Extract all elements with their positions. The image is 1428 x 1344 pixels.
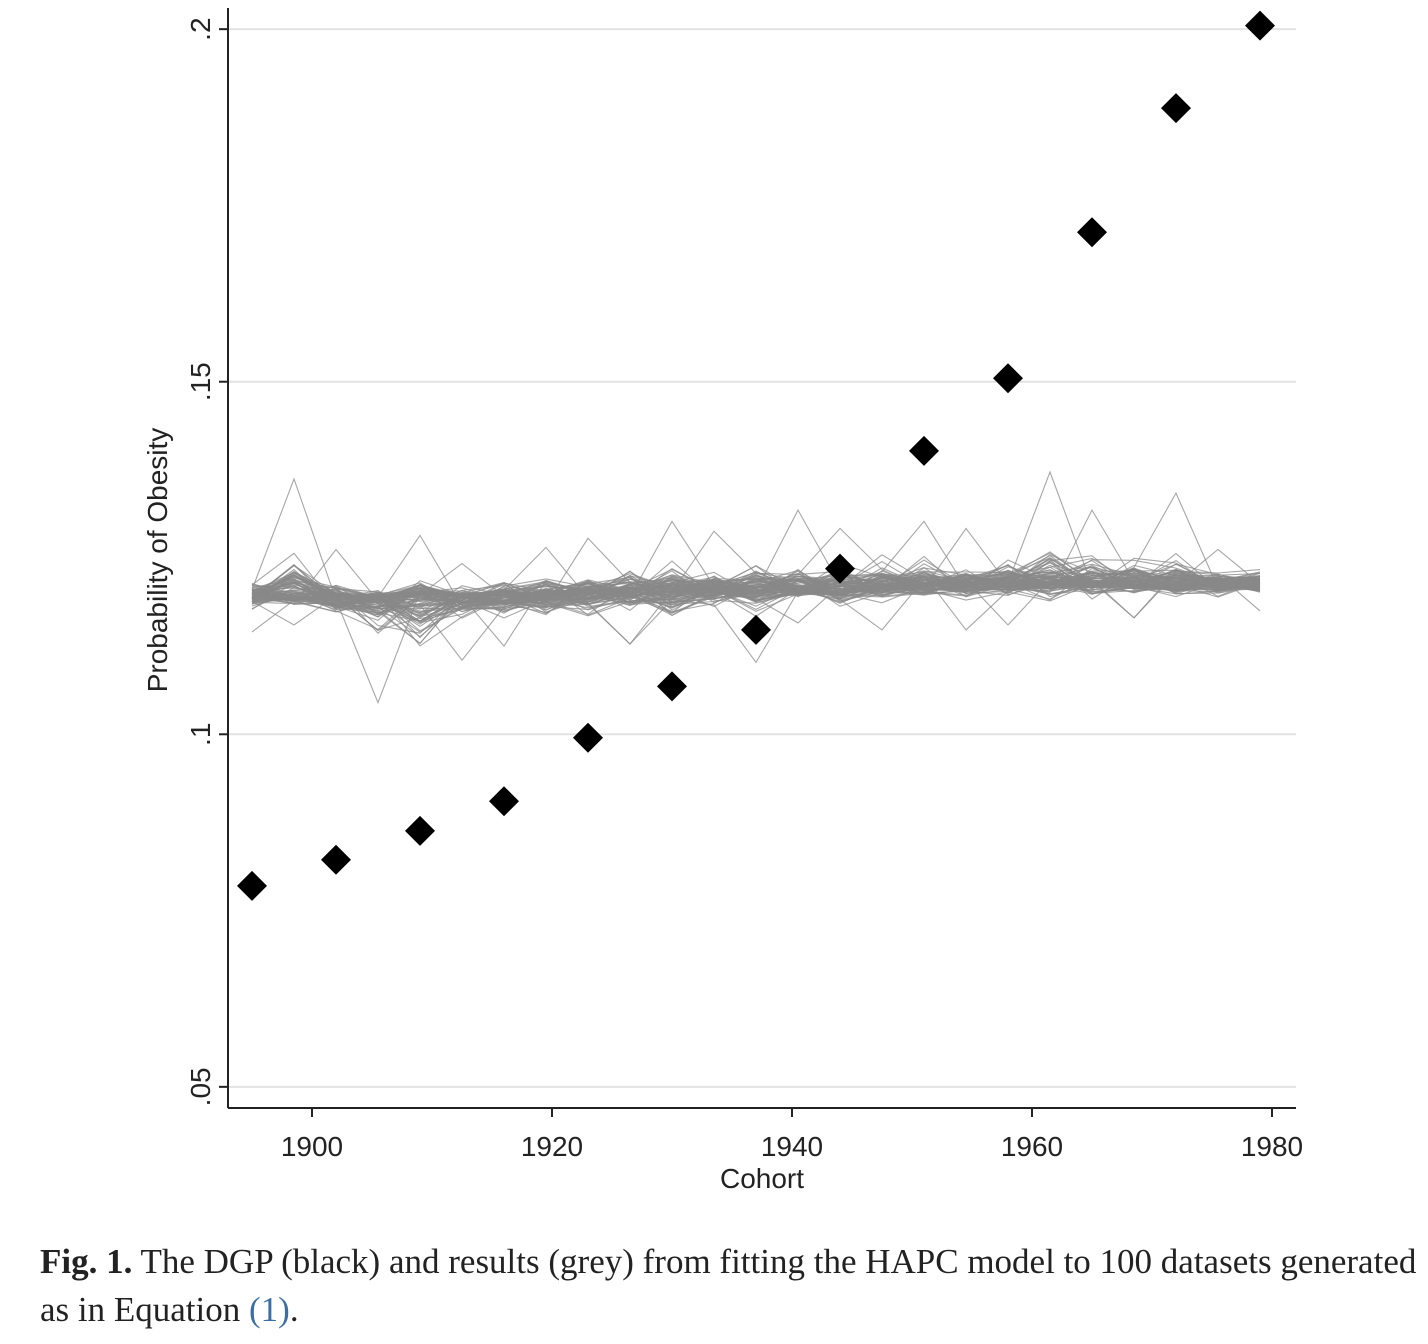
hapc-fit-line	[251, 559, 1261, 607]
y-tick-label: .1	[185, 723, 216, 746]
axes	[227, 8, 1296, 1109]
caption-text: The DGP (black) and results (grey) from …	[40, 1242, 1417, 1329]
dgp-diamond-point	[1077, 217, 1107, 248]
dgp-diamond-point	[321, 844, 351, 875]
x-tick-label: 1960	[1001, 1131, 1063, 1162]
hapc-fit-line	[251, 571, 1261, 638]
y-tick-label: .15	[185, 362, 216, 401]
y-tick-label: .05	[185, 1067, 216, 1106]
dgp-diamond-point	[1161, 93, 1191, 124]
dgp-diamond-point	[489, 786, 519, 817]
gridlines	[228, 28, 1296, 1088]
y-tick-label: .2	[185, 17, 216, 40]
x-axis-title: Cohort	[720, 1163, 804, 1194]
dgp-diamond-point	[909, 435, 939, 466]
dgp-diamond-point	[741, 614, 771, 645]
x-tick-label: 1900	[281, 1131, 343, 1162]
dgp-diamond-point	[573, 722, 603, 753]
caption-label: Fig. 1.	[40, 1242, 133, 1281]
hapc-fit-line	[251, 564, 1261, 616]
x-tick-label: 1980	[1241, 1131, 1303, 1162]
dgp-diamond-point	[405, 815, 435, 846]
hapc-fit-line	[251, 575, 1261, 634]
dgp-diamond-point	[993, 363, 1023, 394]
caption-end: .	[289, 1290, 299, 1329]
equation-reference-link[interactable]: (1)	[249, 1290, 290, 1329]
hapc-fit-line	[251, 552, 1261, 624]
dgp-diamond-point	[657, 671, 687, 702]
hapc-fit-line	[251, 559, 1261, 613]
chart-figure: 1900 1920 1940 1960 1980 .05 .1 .15 .2 Cohort P…	[142, 8, 1303, 1194]
y-axis-title: Probability of Obesity	[142, 428, 173, 693]
dgp-diamond-point	[825, 553, 855, 584]
figure-caption: Fig. 1. The DGP (black) and results (gre…	[40, 1238, 1420, 1334]
hapc-fit-line	[251, 577, 1261, 610]
dgp-points	[237, 10, 1275, 901]
x-tick-label: 1940	[761, 1131, 823, 1162]
hapc-fit-line	[251, 572, 1261, 608]
hapc-fit-line	[251, 567, 1261, 614]
x-ticks: 1900 1920 1940 1960 1980	[281, 1108, 1303, 1162]
y-ticks: .05 .1 .15 .2	[185, 17, 228, 1106]
hapc-fit-lines	[251, 470, 1261, 705]
dgp-diamond-point	[237, 870, 267, 901]
dgp-diamond-point	[1245, 10, 1275, 41]
x-tick-label: 1920	[521, 1131, 583, 1162]
